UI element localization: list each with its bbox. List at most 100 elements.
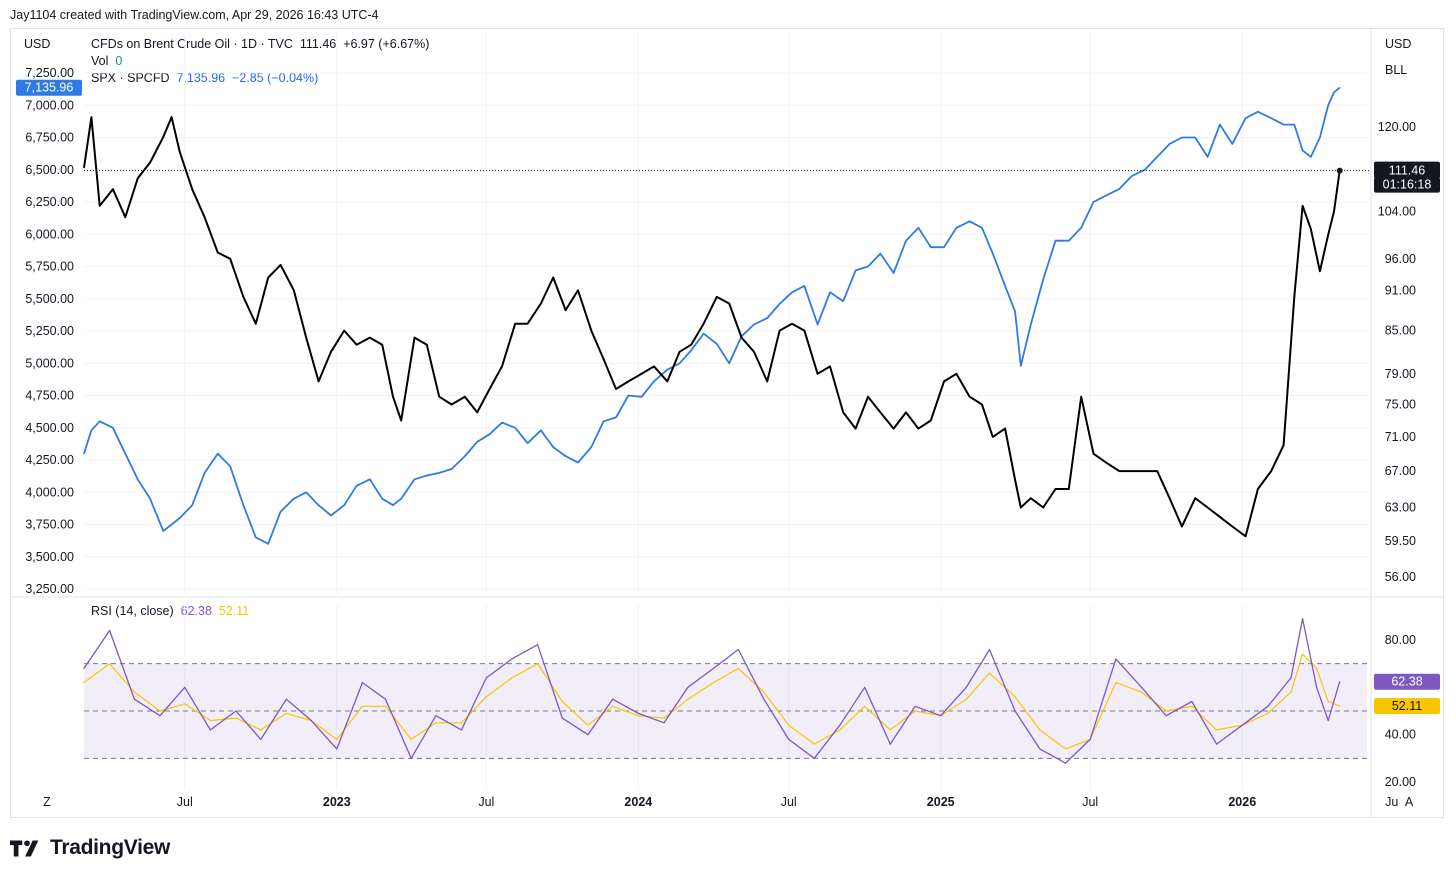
brent-line-point xyxy=(753,351,755,353)
brent-line-point xyxy=(242,296,244,298)
rsi-legend-ma-value: 52.11 xyxy=(218,604,250,618)
brent-line-point xyxy=(565,309,567,311)
main-series-legend[interactable]: CFDs on Brent Crude Oil · 1D · TVC 111.4… xyxy=(91,37,429,51)
brent-line-point xyxy=(540,302,542,305)
left-unit-label[interactable]: USD xyxy=(24,37,51,51)
rsi-legend[interactable]: RSI (14, close) 62.38 52.11 xyxy=(91,604,249,618)
spx-line-point xyxy=(1231,143,1233,145)
rsi-ma-line-point xyxy=(1039,729,1041,731)
brent-line-point xyxy=(879,411,882,413)
brent-price-tag-bg xyxy=(1374,161,1440,179)
rsi-line-point xyxy=(485,677,487,679)
spx-line-point xyxy=(943,246,945,248)
rsi-ma-line-point xyxy=(687,698,689,700)
spx-line-point xyxy=(540,429,542,431)
spx-line-point xyxy=(917,227,920,229)
rsi-value-tag-bg xyxy=(1374,673,1440,690)
spx-line-point xyxy=(330,514,332,517)
brent-line-point xyxy=(1293,296,1295,298)
rsi-ma-line-point xyxy=(1327,700,1329,703)
auto-scale-corner-label: A xyxy=(1405,795,1414,809)
rsi-ma-line-point xyxy=(133,691,135,693)
brent-line-point xyxy=(229,258,231,260)
spx-line-point xyxy=(703,333,705,335)
rsi-ma-line-point xyxy=(159,710,161,712)
rsi-ma-line-point xyxy=(988,672,991,674)
left-axis-tick-label: 5,500.00 xyxy=(25,292,74,306)
left-axis-tick-label: 4,750.00 xyxy=(25,389,74,403)
brent-line-point xyxy=(1207,506,1209,509)
spx-line-point xyxy=(179,517,181,519)
right-unit-label-usd[interactable]: USD xyxy=(1385,37,1412,51)
main-series-symbol: CFDs on Brent Crude Oil · 1D · TVC xyxy=(91,37,293,51)
spx-line-point xyxy=(1333,91,1335,93)
brent-line-point xyxy=(1270,470,1272,472)
spx-line-point xyxy=(1219,124,1221,126)
rsi-ma-line-point xyxy=(260,729,262,731)
spx-line-point xyxy=(1327,104,1329,106)
spx-line-point xyxy=(1169,143,1171,145)
brent-line-point xyxy=(426,344,428,346)
brent-line-point xyxy=(1231,525,1233,528)
rsi-ma-line-point xyxy=(839,729,841,731)
brent-line-point xyxy=(791,323,793,325)
timezone-corner-label: Z xyxy=(43,795,51,809)
brent-line-point xyxy=(527,323,529,325)
rsi-line-point xyxy=(612,698,614,700)
brent-line-point xyxy=(627,380,630,382)
rsi-line-point xyxy=(839,724,841,726)
spx-line-point xyxy=(753,323,755,326)
rsi-ma-line-point xyxy=(965,698,967,700)
main-series-last: 111.46 xyxy=(299,37,337,51)
left-axis-tick-label: 7,250.00 xyxy=(25,66,74,80)
brent-line[interactable] xyxy=(83,116,1341,538)
spx-line[interactable] xyxy=(83,86,1341,545)
spx-line-point xyxy=(1144,169,1146,171)
rsi-ma-line-point xyxy=(1191,705,1193,707)
rsi-line-point xyxy=(310,719,312,722)
rsi-ma-line-point xyxy=(435,722,437,724)
spx-line-point xyxy=(451,468,453,470)
brent-line-point xyxy=(90,116,92,118)
spx-line-point xyxy=(855,269,857,271)
rsi-line-point xyxy=(537,644,539,646)
brent-line-point xyxy=(917,428,920,430)
rsi-ma-line-point xyxy=(384,705,387,707)
rsi-ma-line-point xyxy=(889,729,891,731)
brent-line-point xyxy=(124,216,126,218)
brent-line-point xyxy=(400,419,402,422)
rsi-line-point xyxy=(1089,738,1091,741)
brent-line-point xyxy=(741,337,743,339)
brent-line-point xyxy=(1283,444,1285,446)
spx-line-point xyxy=(603,420,605,422)
tradingview-footer: TradingView xyxy=(10,836,170,860)
brent-line-point xyxy=(392,396,394,398)
spx-line-point xyxy=(1283,124,1285,126)
spx-line-point xyxy=(1207,156,1209,158)
spx-line-point xyxy=(267,543,269,545)
brent-line-point xyxy=(305,337,307,339)
brent-line-point xyxy=(413,337,416,339)
rsi-ma-line-point xyxy=(1316,667,1318,670)
rsi-line-point xyxy=(1302,618,1304,620)
spx-line-point xyxy=(565,455,567,457)
brent-line-point xyxy=(255,323,257,325)
volume-legend[interactable]: Vol 0 xyxy=(91,54,122,68)
brent-line-point xyxy=(83,167,85,169)
volume-label: Vol xyxy=(91,54,109,68)
compare-series-legend[interactable]: SPX · SPCFD 7,135.96 −2.85 (−0.04%) xyxy=(91,71,318,85)
time-axis-tick-label: Jul xyxy=(177,795,193,809)
spx-line-point xyxy=(1310,156,1312,158)
brent-line-point xyxy=(267,276,269,279)
spx-line-point xyxy=(1004,285,1006,287)
rsi-line-point xyxy=(109,629,111,632)
chart-header: Jay1104 created with TradingView.com, Ap… xyxy=(10,8,379,22)
rsi-line-point xyxy=(361,682,363,684)
spx-line-point xyxy=(1105,195,1107,197)
right-unit-label-bll[interactable]: BLL xyxy=(1385,63,1408,77)
rsi-ma-line-point xyxy=(361,705,363,707)
brent-line-point xyxy=(1092,453,1095,455)
brent-line-point xyxy=(1042,506,1044,509)
rsi-line-point xyxy=(813,757,815,759)
